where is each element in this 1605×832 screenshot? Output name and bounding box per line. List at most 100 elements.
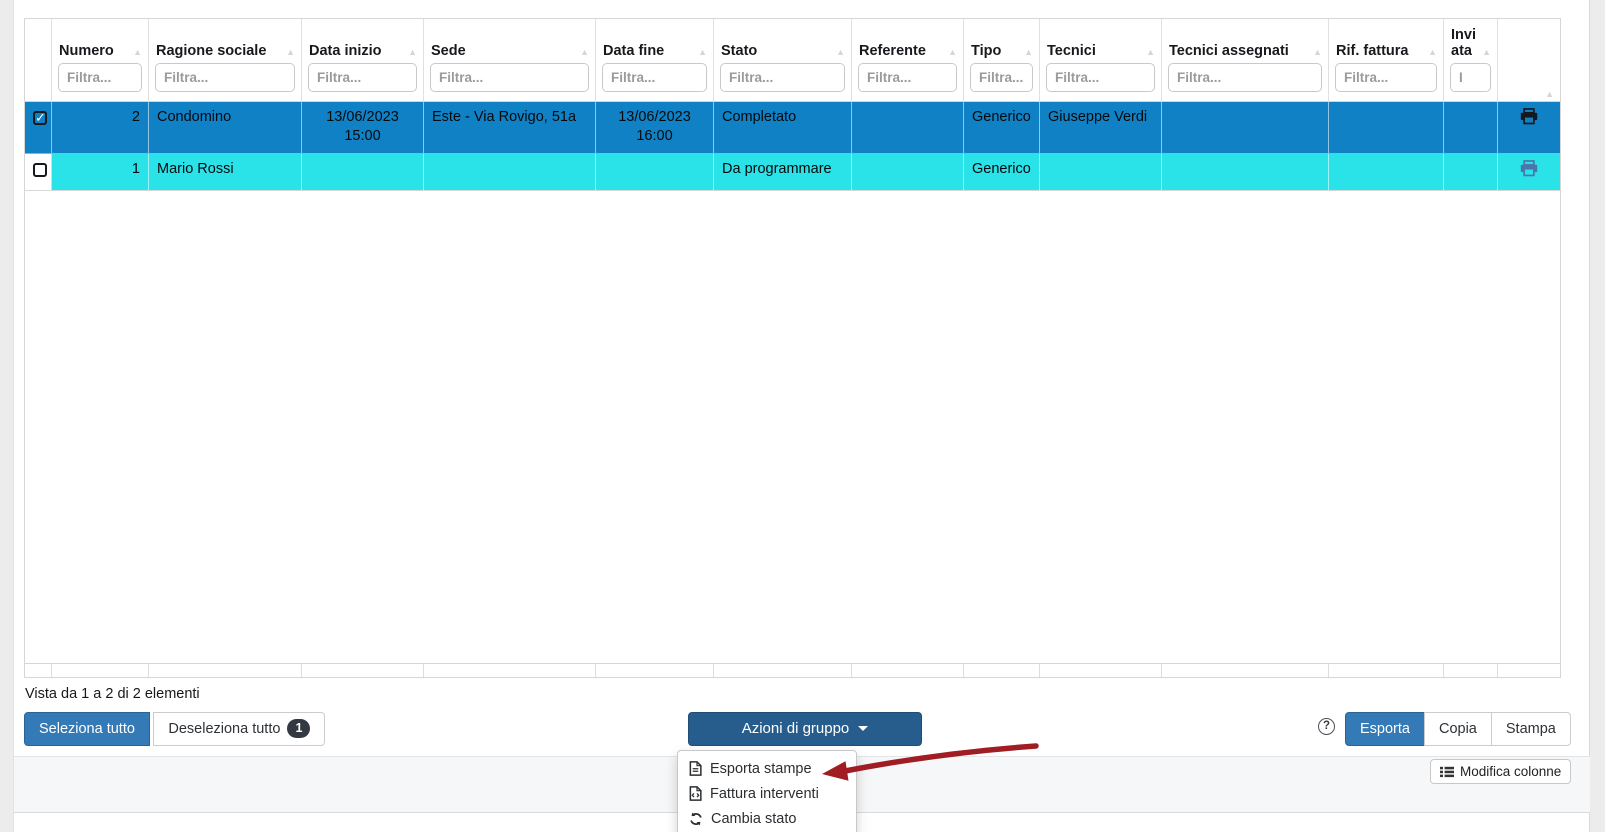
column-label: Sede (431, 42, 466, 59)
cell-ragione_sociale: Condomino (148, 102, 301, 154)
filter-input-numero[interactable] (58, 63, 142, 92)
filter-input-tecnici_assegnati[interactable] (1168, 63, 1322, 92)
sync-icon (689, 812, 703, 826)
sort-icon[interactable]: ▲ (1146, 47, 1155, 58)
filter-input-data_fine[interactable] (602, 63, 707, 92)
cell-tecnici: Giuseppe Verdi (1039, 102, 1161, 154)
column-header-tecnici_assegnati[interactable]: Tecnici assegnati ▲ (1161, 19, 1328, 102)
sort-icon[interactable]: ▲ (408, 47, 417, 58)
stampa-button[interactable]: Stampa (1490, 712, 1571, 746)
cell-data_fine: 13/06/2023 16:00 (595, 102, 713, 154)
cell-data_inizio (301, 153, 423, 191)
cell-referente (851, 153, 963, 191)
caret-down-icon (858, 726, 869, 731)
select-all-button[interactable]: Seleziona tutto (24, 712, 150, 746)
cell-numero: 2 (51, 102, 148, 154)
column-label: Tecnici assegnati (1169, 42, 1289, 59)
filter-input-ragione_sociale[interactable] (155, 63, 295, 92)
modify-columns-button[interactable]: Modifica colonne (1430, 759, 1572, 784)
sort-icon[interactable]: ▲ (1545, 89, 1554, 100)
sort-icon[interactable]: ▲ (133, 47, 142, 58)
column-label: Ragione sociale (156, 42, 267, 59)
menu-item-esporta-stampe[interactable]: Esporta stampe (678, 756, 856, 781)
cell-tipo: Generico (963, 153, 1039, 191)
cell-stato: Da programmare (713, 153, 851, 191)
selection-button-group: Seleziona tutto Deseleziona tutto 1 (24, 712, 326, 746)
group-actions-button[interactable]: Azioni di gruppo (688, 712, 922, 746)
column-header-sede[interactable]: Sede ▲ (423, 19, 595, 102)
sort-icon[interactable]: ▲ (698, 47, 707, 58)
filter-input-inviata[interactable] (1450, 63, 1491, 92)
sort-icon[interactable]: ▲ (1482, 47, 1491, 58)
sort-icon[interactable]: ▲ (1313, 47, 1322, 58)
column-label: Stato (721, 42, 758, 59)
row-checkbox[interactable] (33, 162, 47, 177)
menu-item-fattura-interventi[interactable]: Fattura interventi (678, 781, 856, 806)
filter-input-tecnici[interactable] (1046, 63, 1155, 92)
column-header-ragione_sociale[interactable]: Ragione sociale ▲ (148, 19, 301, 102)
sort-icon[interactable]: ▲ (948, 47, 957, 58)
column-label: Referente (859, 42, 926, 59)
column-label: Inviata (1451, 26, 1476, 59)
filter-input-rif_fattura[interactable] (1335, 63, 1437, 92)
filter-input-stato[interactable] (720, 63, 845, 92)
filter-input-tipo[interactable] (970, 63, 1033, 92)
cell-tipo: Generico (963, 102, 1039, 154)
sort-icon[interactable]: ▲ (836, 47, 845, 58)
column-label: Data fine (603, 42, 665, 59)
menu-item-label: Cambia stato (711, 810, 797, 827)
menu-item-cambia-stato[interactable]: Cambia stato (678, 806, 856, 831)
file-export-icon (689, 761, 702, 776)
filter-input-sede[interactable] (430, 63, 589, 92)
column-header-sel (25, 19, 51, 102)
group-actions-menu: Esporta stampe Fattura interventi Cambia s… (677, 750, 857, 832)
row-checkbox[interactable] (33, 109, 47, 126)
cell-inviata (1443, 102, 1497, 154)
deselect-all-button[interactable]: Deseleziona tutto 1 (153, 712, 326, 746)
print-icon[interactable] (1520, 108, 1538, 131)
filter-input-data_inizio[interactable] (308, 63, 417, 92)
file-code-icon (689, 786, 702, 801)
data-table: Numero ▲ Ragione sociale ▲ Data inizio ▲ Sede ▲… (25, 19, 1560, 191)
cell-sede: Este - Via Rovigo, 51a (423, 102, 595, 154)
column-header-stato[interactable]: Stato ▲ (713, 19, 851, 102)
cell-referente (851, 102, 963, 154)
column-header-rif_fattura[interactable]: Rif. fattura ▲ (1328, 19, 1443, 102)
filter-input-referente[interactable] (858, 63, 957, 92)
column-header-numero[interactable]: Numero ▲ (51, 19, 148, 102)
cell-data_inizio: 13/06/2023 15:00 (301, 102, 423, 154)
help-icon[interactable]: ? (1318, 718, 1335, 735)
sort-icon[interactable]: ▲ (286, 47, 295, 58)
menu-item-label: Fattura interventi (710, 785, 819, 802)
cell-numero: 1 (51, 153, 148, 191)
column-label: Rif. fattura (1336, 42, 1409, 59)
cell-tecnici_assegnati (1161, 102, 1328, 154)
selection-count-badge: 1 (287, 719, 311, 738)
cell-rif_fattura (1328, 102, 1443, 154)
interventions-table: Numero ▲ Ragione sociale ▲ Data inizio ▲ Sede ▲… (24, 18, 1561, 678)
table-row[interactable]: 1 Mario Rossi Da programmare Generico (25, 153, 1560, 191)
column-header-data_fine[interactable]: Data fine ▲ (595, 19, 713, 102)
cell-rif_fattura (1328, 153, 1443, 191)
column-label: Tipo (971, 42, 1002, 59)
copia-button[interactable]: Copia (1423, 712, 1492, 746)
sort-icon[interactable]: ▲ (1024, 47, 1033, 58)
export-button-group: Esporta Copia Stampa (1345, 712, 1571, 746)
esporta-button[interactable]: Esporta (1345, 712, 1425, 746)
print-icon[interactable] (1520, 159, 1538, 183)
cell-inviata (1443, 153, 1497, 191)
column-label: Numero (59, 42, 114, 59)
sort-icon[interactable]: ▲ (1428, 47, 1437, 58)
column-header-inviata[interactable]: Inviata ▲ (1443, 19, 1497, 102)
cell-sede (423, 153, 595, 191)
sort-icon[interactable]: ▲ (580, 47, 589, 58)
column-header-tipo[interactable]: Tipo ▲ (963, 19, 1039, 102)
column-header-referente[interactable]: Referente ▲ (851, 19, 963, 102)
table-empty-area (25, 190, 1560, 663)
column-header-print[interactable]: ▲ (1497, 19, 1560, 102)
column-header-tecnici[interactable]: Tecnici ▲ (1039, 19, 1161, 102)
cell-ragione_sociale: Mario Rossi (148, 153, 301, 191)
column-header-data_inizio[interactable]: Data inizio ▲ (301, 19, 423, 102)
columns-list-icon (1440, 766, 1454, 778)
